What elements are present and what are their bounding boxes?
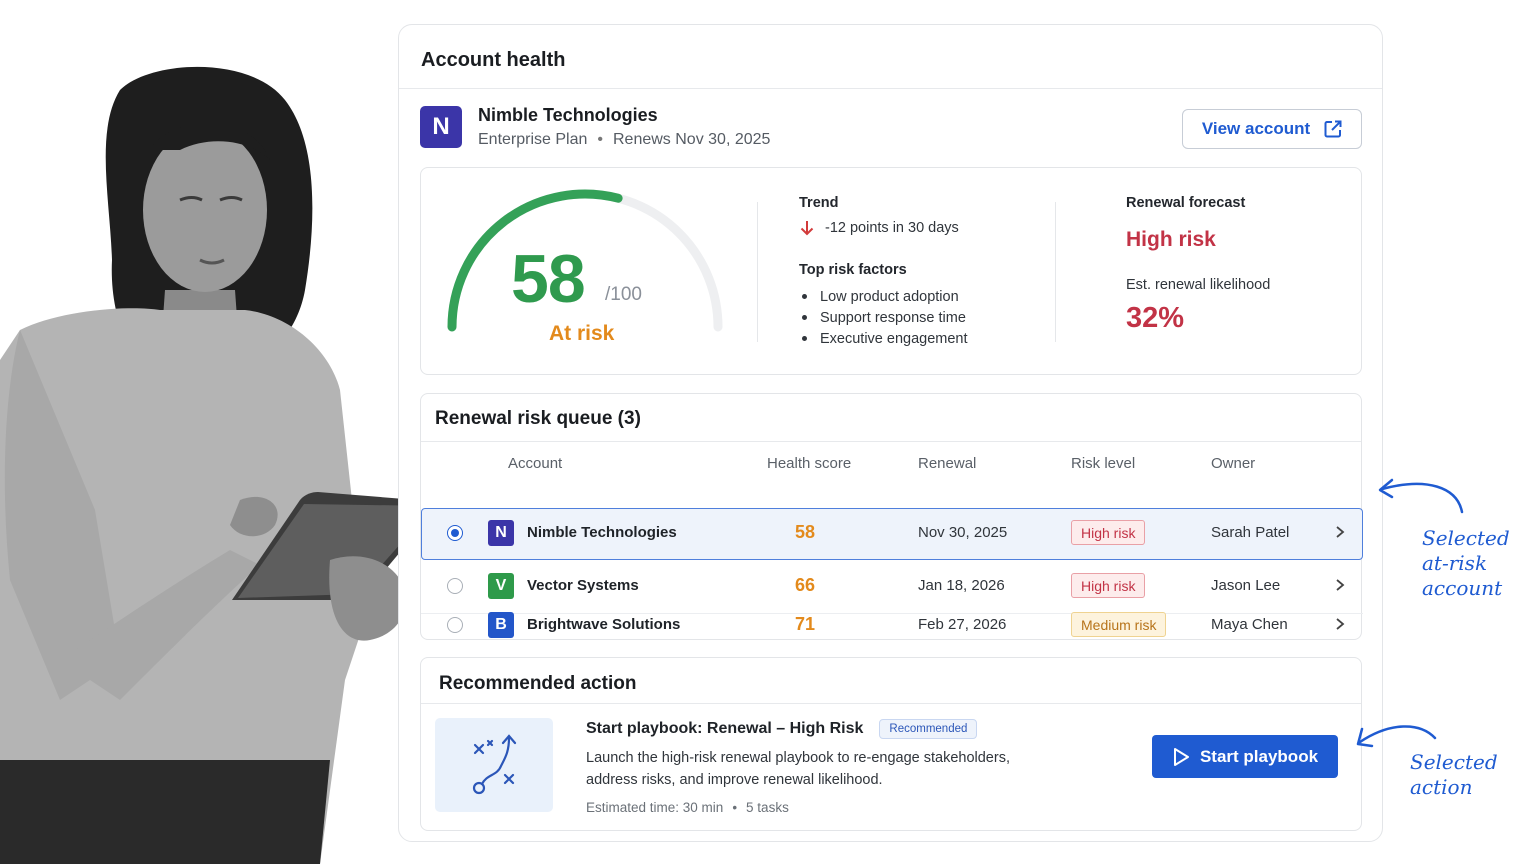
likelihood-label: Est. renewal likelihood [1126, 277, 1271, 293]
forecast-title: Renewal forecast [1126, 195, 1246, 211]
risk-badge: High risk [1071, 520, 1146, 545]
annotation-line: action [1410, 775, 1473, 799]
account-renews: Renews Nov 30, 2025 [613, 131, 771, 148]
health-status: At risk [549, 322, 615, 345]
risk-factors-list: Low product adoption Support response ti… [799, 286, 968, 349]
queue-title: Renewal risk queue (3) [435, 408, 641, 429]
forecast-value: High risk [1126, 228, 1216, 251]
separator-dot: • [597, 131, 603, 148]
table-row[interactable]: V Vector Systems 66 Jan 18, 2026 High ri… [421, 561, 1363, 614]
health-score-max: /100 [605, 284, 642, 305]
divider [421, 441, 1361, 442]
start-playbook-button[interactable]: Start playbook [1152, 735, 1338, 778]
account-health-panel: Account health N Nimble Technologies Ent… [398, 24, 1383, 842]
table-row[interactable]: B Brightwave Solutions 71 Feb 27, 2026 M… [421, 612, 1363, 640]
row-owner: Sarah Patel [1211, 524, 1290, 541]
view-account-label: View account [1201, 119, 1311, 138]
trend-title: Trend [799, 195, 839, 211]
external-link-icon [1324, 120, 1342, 138]
person-photo [0, 66, 420, 864]
account-logo: V [488, 573, 514, 599]
divider [421, 613, 1363, 614]
risk-factor-item: Low product adoption [799, 286, 968, 307]
health-gauge [447, 189, 723, 332]
row-radio[interactable] [447, 617, 463, 633]
annotation-selected-account: Selected at-risk account [1422, 526, 1510, 601]
divider [399, 88, 1382, 89]
account-avatar: N [420, 106, 462, 148]
strategy-play-icon [472, 734, 517, 795]
chevron-right-icon[interactable] [1333, 616, 1347, 632]
trend-text: -12 points in 30 days [825, 220, 959, 236]
playbook-name: Start playbook: Renewal – High Risk [586, 720, 864, 737]
health-score-value: 58 [511, 241, 586, 317]
playbook-thumbnail [435, 718, 553, 812]
annotation-line: at-risk [1422, 551, 1488, 575]
account-logo: B [488, 612, 514, 638]
account-name: Nimble Technologies [478, 105, 658, 125]
risk-factor-item: Executive engagement [799, 328, 968, 349]
recommended-title: Recommended action [439, 673, 637, 694]
account-subtitle: Enterprise Plan • Renews Nov 30, 2025 [478, 131, 770, 149]
row-account-name: Nimble Technologies [527, 524, 677, 541]
risk-badge: High risk [1071, 573, 1146, 598]
divider [1055, 202, 1056, 342]
annotation-line: Selected [1410, 750, 1498, 774]
playbook-meta: Estimated time: 30 min • 5 tasks [586, 800, 789, 815]
chevron-right-icon[interactable] [1333, 577, 1347, 593]
panel-title: Account health [421, 49, 566, 71]
risk-factor-item: Support response time [799, 307, 968, 328]
annotation-selected-action: Selected action [1410, 750, 1498, 800]
renewal-risk-queue: Renewal risk queue (3) Account Health sc… [420, 393, 1363, 640]
row-health-score: 71 [795, 614, 816, 634]
gauge-fill [447, 189, 623, 332]
recommended-action-card: Recommended action Start playbook: Renew… [420, 657, 1362, 831]
play-icon [1173, 747, 1189, 766]
divider [757, 202, 758, 342]
divider [421, 703, 1361, 704]
account-plan: Enterprise Plan [478, 131, 588, 148]
start-playbook-label: Start playbook [1199, 746, 1319, 766]
playbook-description: Launch the high-risk renewal playbook to… [586, 750, 1010, 788]
trend-row: -12 points in 30 days [799, 220, 959, 236]
row-radio[interactable] [447, 578, 463, 594]
risk-factors-title: Top risk factors [799, 262, 907, 278]
arrow-down-icon [800, 221, 814, 236]
estimated-time: Estimated time: 30 min [586, 800, 724, 815]
annotation-arrow [1356, 725, 1437, 748]
annotation-line: Selected [1422, 526, 1510, 550]
row-renewal-date: Jan 18, 2026 [918, 577, 1005, 594]
separator-dot: • [732, 800, 738, 815]
recommended-badge: Recommended [879, 719, 978, 739]
column-header-renewal: Renewal [918, 455, 977, 472]
playbook-header: Start playbook: Renewal – High Risk Reco… [586, 719, 978, 739]
row-account-name: Vector Systems [527, 577, 639, 594]
table-row[interactable]: N Nimble Technologies 58 Nov 30, 2025 Hi… [421, 508, 1363, 560]
annotation-line: account [1422, 576, 1503, 600]
account-logo: N [488, 520, 514, 546]
row-account-name: Brightwave Solutions [527, 616, 681, 633]
row-health-score: 66 [795, 575, 816, 595]
row-health-score: 58 [795, 522, 816, 542]
likelihood-value: 32% [1126, 302, 1185, 334]
column-header-account: Account [508, 455, 563, 472]
row-owner: Maya Chen [1211, 616, 1288, 633]
task-count: 5 tasks [746, 800, 789, 815]
column-header-health-score: Health score [767, 455, 852, 472]
column-header-risk-level: Risk level [1071, 455, 1136, 472]
annotation-arrow [1378, 478, 1464, 514]
row-renewal-date: Feb 27, 2026 [918, 616, 1007, 633]
row-renewal-date: Nov 30, 2025 [918, 524, 1008, 541]
risk-badge: Medium risk [1071, 612, 1167, 637]
row-owner: Jason Lee [1211, 577, 1281, 594]
view-account-button[interactable]: View account [1182, 109, 1362, 149]
row-radio[interactable] [447, 525, 463, 541]
column-header-owner: Owner [1211, 455, 1256, 472]
chevron-right-icon[interactable] [1333, 524, 1347, 540]
health-score-card: 58 /100 At risk Trend -12 points in 30 d… [420, 167, 1362, 375]
